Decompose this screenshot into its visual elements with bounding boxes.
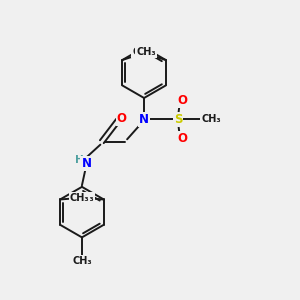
Text: O: O bbox=[117, 112, 127, 125]
Text: H: H bbox=[75, 154, 83, 164]
Text: S: S bbox=[174, 113, 182, 126]
Text: N: N bbox=[81, 157, 92, 170]
Text: CH₃: CH₃ bbox=[70, 193, 89, 203]
Text: CH₃: CH₃ bbox=[72, 256, 92, 266]
Text: O: O bbox=[177, 132, 187, 145]
Text: N: N bbox=[139, 113, 149, 126]
Text: CH₃: CH₃ bbox=[136, 47, 156, 57]
Text: O: O bbox=[177, 94, 187, 106]
Text: CH₃: CH₃ bbox=[75, 193, 94, 203]
Text: CH₃: CH₃ bbox=[132, 47, 152, 57]
Text: CH₃: CH₃ bbox=[201, 114, 221, 124]
